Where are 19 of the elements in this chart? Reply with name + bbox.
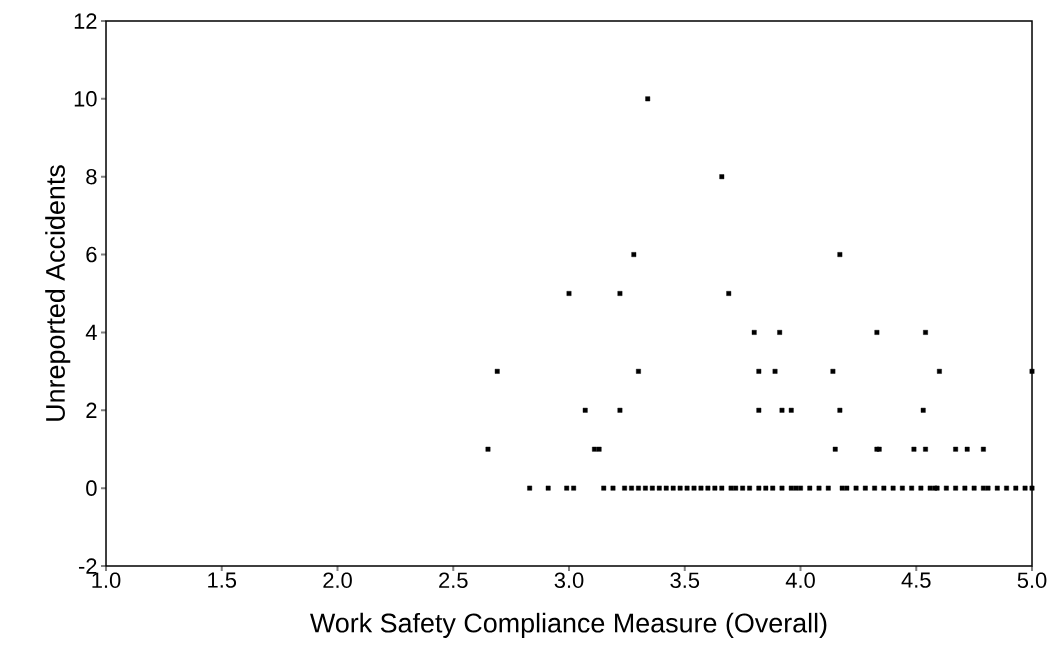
x-tick-label: 3.5 xyxy=(670,572,700,589)
y-tick-label: 8 xyxy=(86,168,97,185)
y-tick-label: 6 xyxy=(86,246,97,263)
y-axis-title: Unreported Accidents xyxy=(45,165,71,421)
y-tick-label: 12 xyxy=(74,13,97,29)
y-tick-label: -2 xyxy=(78,558,97,574)
y-tick-label: 0 xyxy=(86,480,97,496)
x-tick-label: 5.0 xyxy=(1017,572,1047,589)
x-tick-label: 2.0 xyxy=(323,572,352,589)
x-tick-label: 2.5 xyxy=(439,572,468,589)
y-tick-label: 2 xyxy=(86,402,97,418)
x-tick-label: 1.5 xyxy=(208,572,237,588)
x-tick-label: 4.5 xyxy=(901,572,931,588)
x-axis-title: Work Safety Compliance Measure (Overall) xyxy=(310,612,827,638)
y-tick-label: 4 xyxy=(85,324,97,340)
x-tick-label: 4.0 xyxy=(785,572,815,589)
x-tick-label: 3.0 xyxy=(554,572,584,589)
y-tick-label: 10 xyxy=(74,91,97,107)
x-tick-label: 1.0 xyxy=(92,572,121,589)
